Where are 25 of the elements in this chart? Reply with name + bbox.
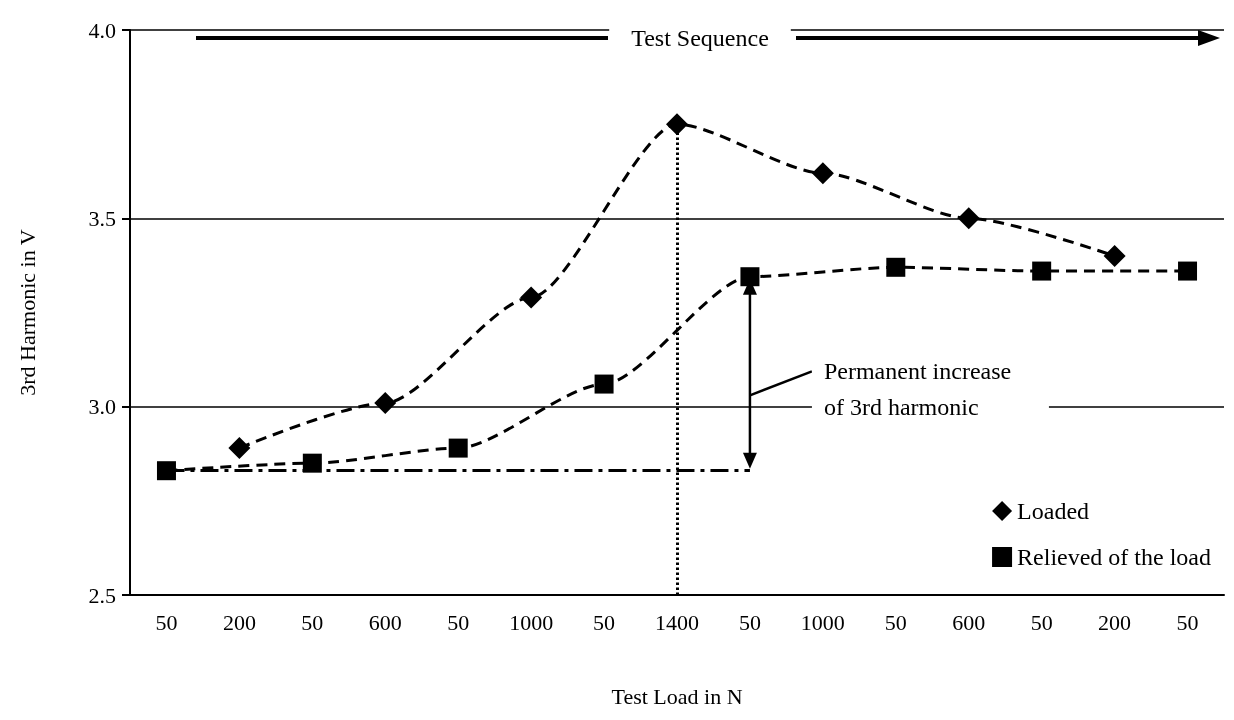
- x-tick-label: 50: [1176, 609, 1199, 635]
- x-tick-label: 50: [593, 609, 616, 635]
- legend-label: Relieved of the load: [1017, 544, 1211, 570]
- x-tick-label: 50: [738, 609, 761, 635]
- y-axis-title: 3rd Harmonic in V: [14, 229, 40, 396]
- x-axis-title: Test Load in N: [611, 683, 743, 709]
- x-tick-label: 600: [952, 609, 986, 635]
- y-tick-label: 2.5: [88, 582, 116, 608]
- y-tick-label: 3.5: [88, 205, 116, 231]
- x-tick-label: 1000: [509, 609, 554, 635]
- x-tick-label: 200: [1098, 609, 1132, 635]
- x-tick-label: 1400: [655, 609, 699, 635]
- x-tick-label: 50: [447, 609, 470, 635]
- annotation: Test Sequence: [631, 25, 769, 51]
- x-tick-label: 50: [1030, 609, 1053, 635]
- x-tick-label: 200: [222, 609, 256, 635]
- y-tick-label: 3.0: [88, 394, 116, 420]
- legend-label: Loaded: [1017, 498, 1090, 524]
- annotation: Permanent increase of 3rd harmonic: [823, 358, 1018, 421]
- x-tick-label: 50: [301, 609, 324, 635]
- x-tick-label: 600: [368, 609, 402, 635]
- x-tick-label: 50: [884, 609, 907, 635]
- y-tick-label: 4.0: [88, 17, 116, 43]
- x-tick-label: 50: [155, 609, 178, 635]
- x-tick-label: 1000: [800, 609, 845, 635]
